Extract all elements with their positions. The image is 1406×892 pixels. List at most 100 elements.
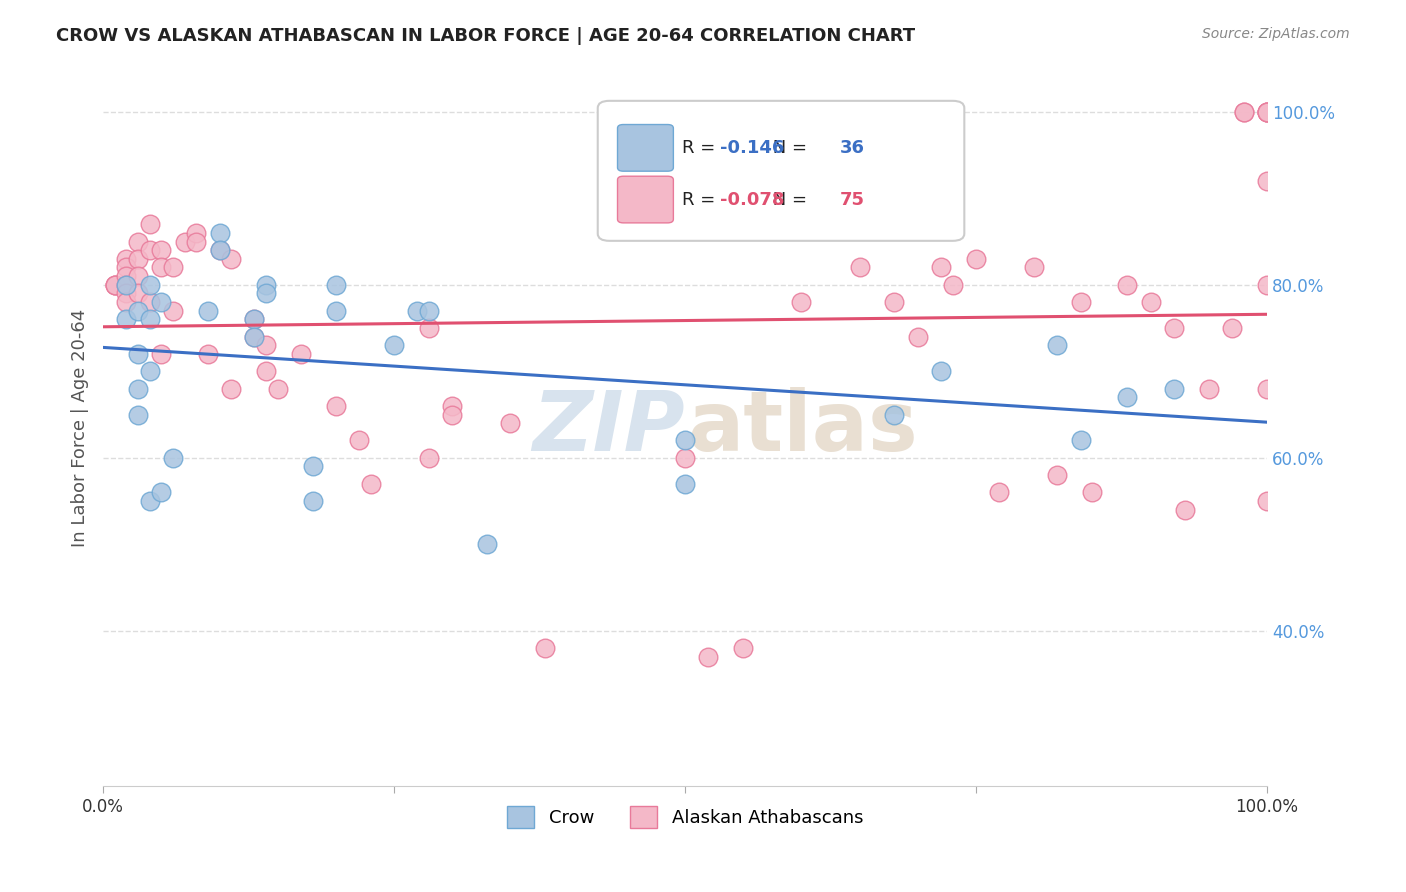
Point xyxy=(208,226,231,240)
Point xyxy=(104,277,127,292)
Point xyxy=(127,269,149,284)
Point xyxy=(1174,502,1197,516)
Point xyxy=(127,286,149,301)
FancyBboxPatch shape xyxy=(598,101,965,241)
Point xyxy=(186,226,208,240)
Point xyxy=(197,303,219,318)
Point xyxy=(929,364,952,378)
Point xyxy=(138,277,160,292)
Text: -0.146: -0.146 xyxy=(720,139,785,157)
Point xyxy=(1024,260,1046,275)
Point xyxy=(150,295,173,310)
Point xyxy=(406,303,429,318)
Point xyxy=(965,252,987,266)
Point xyxy=(534,641,557,656)
Point xyxy=(138,364,160,378)
Text: 36: 36 xyxy=(839,139,865,157)
Point xyxy=(1256,104,1278,119)
Text: Source: ZipAtlas.com: Source: ZipAtlas.com xyxy=(1202,27,1350,41)
Point xyxy=(115,277,138,292)
Point xyxy=(104,277,127,292)
Point xyxy=(290,347,312,361)
Point xyxy=(1256,382,1278,396)
Point xyxy=(243,329,266,343)
Point xyxy=(1046,468,1069,483)
Point xyxy=(1081,485,1104,500)
Point xyxy=(1233,104,1256,119)
Text: atlas: atlas xyxy=(688,387,918,468)
Point xyxy=(418,450,440,465)
Point xyxy=(150,485,173,500)
Point xyxy=(673,434,696,448)
Point xyxy=(197,347,219,361)
Point xyxy=(1256,104,1278,119)
Point xyxy=(138,494,160,508)
Point xyxy=(104,277,127,292)
Point xyxy=(301,459,323,474)
Point xyxy=(115,295,138,310)
Point xyxy=(301,494,323,508)
Point xyxy=(208,243,231,257)
Point xyxy=(127,347,149,361)
Y-axis label: In Labor Force | Age 20-64: In Labor Force | Age 20-64 xyxy=(72,309,89,547)
Text: R =          N =: R = N = xyxy=(682,191,813,209)
Point xyxy=(1163,321,1185,335)
Point xyxy=(1070,434,1092,448)
Point xyxy=(162,260,184,275)
Point xyxy=(150,347,173,361)
Point xyxy=(127,303,149,318)
Point xyxy=(138,295,160,310)
Text: CROW VS ALASKAN ATHABASCAN IN LABOR FORCE | AGE 20-64 CORRELATION CHART: CROW VS ALASKAN ATHABASCAN IN LABOR FORC… xyxy=(56,27,915,45)
Point xyxy=(733,641,755,656)
Point xyxy=(325,277,347,292)
Point xyxy=(254,338,277,352)
Point xyxy=(127,235,149,249)
Point xyxy=(1070,295,1092,310)
Text: R =          N =: R = N = xyxy=(682,139,813,157)
Point xyxy=(127,408,149,422)
Point xyxy=(243,329,266,343)
Point xyxy=(115,260,138,275)
FancyBboxPatch shape xyxy=(617,125,673,171)
Point xyxy=(115,312,138,326)
Point xyxy=(127,252,149,266)
Point xyxy=(942,277,965,292)
Point xyxy=(115,277,138,292)
Legend: Crow, Alaskan Athabascans: Crow, Alaskan Athabascans xyxy=(499,798,870,835)
Point xyxy=(1256,104,1278,119)
Point xyxy=(673,476,696,491)
Point xyxy=(382,338,405,352)
FancyBboxPatch shape xyxy=(617,177,673,223)
Point xyxy=(243,312,266,326)
Point xyxy=(219,252,242,266)
Point xyxy=(1256,104,1278,119)
Point xyxy=(162,450,184,465)
Point xyxy=(115,286,138,301)
Point xyxy=(219,382,242,396)
Point xyxy=(475,537,498,551)
Point xyxy=(243,312,266,326)
Point xyxy=(115,252,138,266)
Point xyxy=(1116,390,1139,404)
Point xyxy=(138,217,160,231)
Point xyxy=(186,235,208,249)
Point xyxy=(907,329,929,343)
Text: ZIP: ZIP xyxy=(533,387,685,468)
Point xyxy=(173,235,195,249)
Point xyxy=(697,649,720,664)
Point xyxy=(254,364,277,378)
Point xyxy=(138,312,160,326)
Point xyxy=(1220,321,1243,335)
Point xyxy=(138,243,160,257)
Point xyxy=(988,485,1011,500)
Point xyxy=(254,277,277,292)
Point xyxy=(325,399,347,413)
Point xyxy=(1046,338,1069,352)
Point xyxy=(254,286,277,301)
Point xyxy=(441,408,464,422)
Point xyxy=(418,303,440,318)
Point xyxy=(1256,277,1278,292)
Point xyxy=(360,476,382,491)
Point xyxy=(1116,277,1139,292)
Point xyxy=(1256,174,1278,188)
